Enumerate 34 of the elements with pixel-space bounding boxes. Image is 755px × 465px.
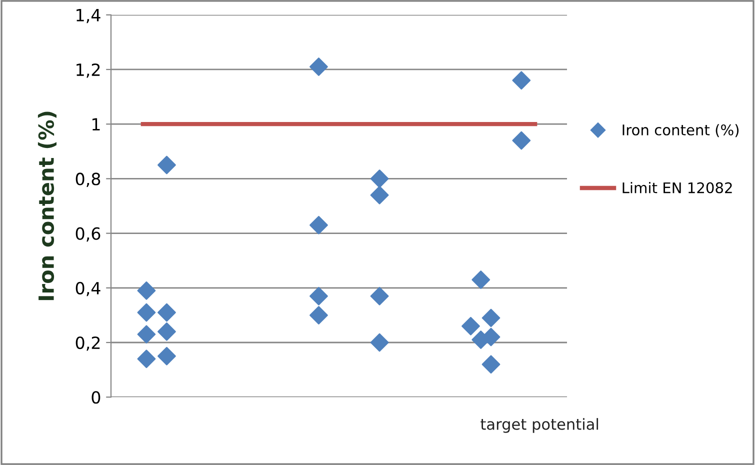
point (310, 58, 328, 76)
y-tick-label: 1,4 (76, 9, 100, 24)
point (482, 355, 500, 374)
point (310, 286, 328, 306)
point (370, 286, 389, 306)
y-tick-label: 0,6 (76, 227, 100, 242)
point (472, 270, 490, 289)
point (137, 281, 156, 300)
point (137, 303, 156, 322)
y-tick-label: 0,4 (76, 282, 100, 296)
point (310, 306, 328, 324)
legend-label: Limit EN 12082 (622, 182, 732, 194)
point (137, 350, 156, 368)
point (370, 186, 389, 204)
y-tick-label: 0,8 (76, 172, 100, 187)
point (512, 71, 531, 90)
text: target potential (480, 418, 598, 433)
legend-label: Iron content (%) (622, 124, 739, 138)
point (512, 131, 531, 150)
point (310, 216, 328, 234)
point (482, 308, 500, 328)
point (370, 169, 389, 188)
point (158, 346, 176, 366)
point (158, 156, 176, 174)
point (370, 333, 389, 352)
point (137, 325, 156, 344)
point (462, 316, 480, 336)
y-tick-label: 1,2 (76, 63, 100, 78)
y-tick-label: 0 (92, 391, 100, 404)
y-tick-label: 0,2 (76, 336, 100, 351)
point (158, 303, 176, 322)
point (158, 322, 176, 341)
y-tick-label: 1 (92, 118, 100, 130)
y-axis-title: Iron content (%) (38, 112, 57, 300)
